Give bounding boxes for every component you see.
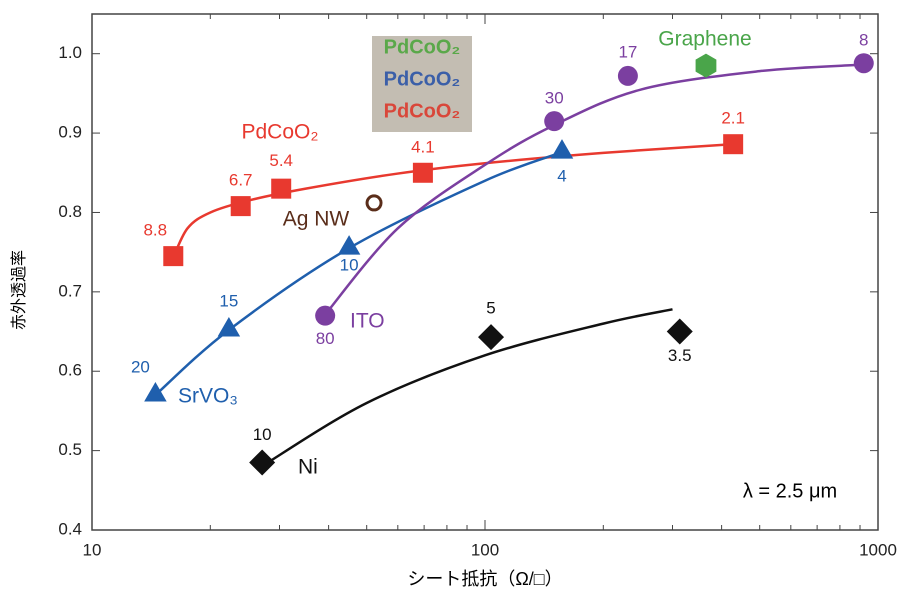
marker [163, 246, 183, 266]
plot-frame [92, 14, 878, 530]
inset-label: PdCoO₂ [384, 68, 461, 90]
point-label: 30 [545, 89, 564, 108]
point-label: 5.4 [269, 151, 293, 170]
y-tick-label: 1.0 [58, 43, 82, 62]
marker [618, 66, 638, 86]
point-label: 8.8 [143, 221, 167, 240]
marker [367, 196, 381, 210]
y-tick-label: 0.4 [58, 519, 82, 538]
point-label: 4.1 [411, 137, 435, 156]
marker [478, 324, 504, 350]
marker [144, 382, 167, 402]
point-label: 2.1 [721, 109, 745, 128]
series-label: SrVO₃ [178, 385, 238, 408]
point-label: 10 [340, 256, 359, 275]
x-tick-label: 100 [471, 540, 499, 559]
fit-line [172, 144, 732, 260]
point-label: 80 [316, 329, 335, 348]
y-tick-label: 0.7 [58, 281, 82, 300]
marker [544, 111, 564, 131]
chart: シート抵抗（Ω/□） 赤外透過率 λ = 2.5 μm 0.4 0.5 0.6 0.7… [0, 0, 907, 601]
series-label: Ag NW [283, 208, 350, 231]
marker [551, 139, 574, 159]
marker [315, 306, 335, 326]
series-label: ITO [350, 310, 385, 333]
marker [231, 196, 251, 216]
y-tick-label: 0.5 [58, 440, 82, 459]
marker [218, 317, 241, 337]
point-label: 6.7 [229, 171, 253, 190]
y-tick-label: 0.8 [58, 202, 82, 221]
marker [667, 319, 693, 345]
point-label: 3.5 [668, 346, 692, 365]
y-axis-label: 赤外透過率 [10, 250, 28, 330]
point-label: 15 [219, 291, 238, 310]
marker [249, 450, 275, 476]
series-label: Ni [298, 456, 318, 479]
point-label: 8 [859, 31, 868, 50]
inset-label: PdCoO₂ [384, 100, 461, 122]
x-tick-label: 10 [83, 540, 102, 559]
marker [723, 134, 743, 154]
point-label: 5 [486, 299, 495, 318]
series-label: PdCoO₂ [241, 121, 318, 144]
y-tick-label: 0.9 [58, 123, 82, 142]
y-tick-label: 0.6 [58, 361, 82, 380]
x-tick-label: 1000 [859, 540, 897, 559]
marker [854, 53, 874, 73]
x-axis-label: シート抵抗（Ω/□） [407, 569, 562, 589]
marker [271, 179, 291, 199]
annotation: λ = 2.5 μm [743, 480, 837, 502]
series-label: Graphene [658, 28, 751, 51]
point-label: 20 [131, 358, 150, 377]
point-label: 4 [557, 167, 566, 186]
inset-label: PdCoO₂ [384, 36, 461, 58]
point-label: 10 [253, 425, 272, 444]
point-label: 17 [618, 42, 637, 61]
marker [413, 163, 433, 183]
marker [696, 54, 717, 78]
